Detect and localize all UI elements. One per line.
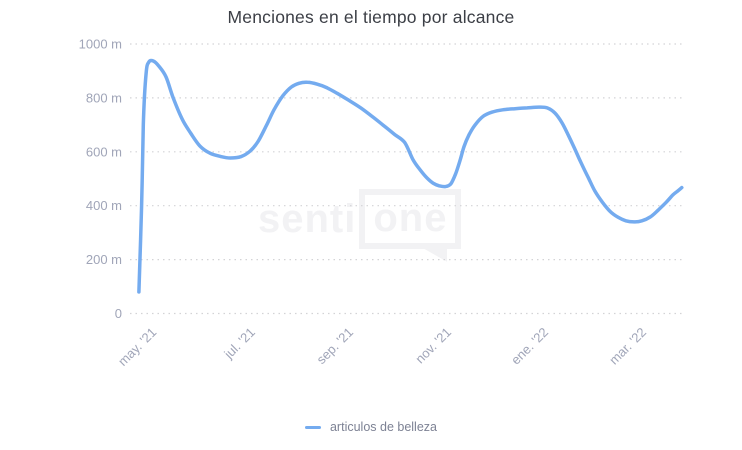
series-line[interactable] bbox=[137, 58, 684, 294]
y-axis-label: 400 m bbox=[86, 198, 122, 213]
legend[interactable]: articulos de belleza bbox=[0, 420, 742, 434]
y-axis-label: 0 bbox=[115, 306, 122, 321]
y-axis-label: 600 m bbox=[86, 144, 122, 159]
x-axis-label[interactable]: ene. '22 bbox=[508, 325, 551, 368]
x-axis-label[interactable]: nov. '21 bbox=[412, 325, 454, 367]
x-axis-label[interactable]: sep. '21 bbox=[314, 325, 357, 368]
y-axis-label: 200 m bbox=[86, 252, 122, 267]
chart-title: Menciones en el tiempo por alcance bbox=[227, 7, 515, 27]
legend-label: articulos de belleza bbox=[329, 420, 437, 434]
x-axis-label[interactable]: mar. '22 bbox=[606, 325, 649, 368]
y-axis-label: 800 m bbox=[86, 90, 122, 105]
x-axis-label[interactable]: jul. '21 bbox=[220, 325, 258, 363]
x-axis-label[interactable]: may. '21 bbox=[115, 325, 159, 369]
legend-line-marker bbox=[304, 425, 321, 429]
watermark-text-one: one bbox=[373, 196, 448, 240]
y-axis-label: 1000 m bbox=[79, 37, 122, 52]
